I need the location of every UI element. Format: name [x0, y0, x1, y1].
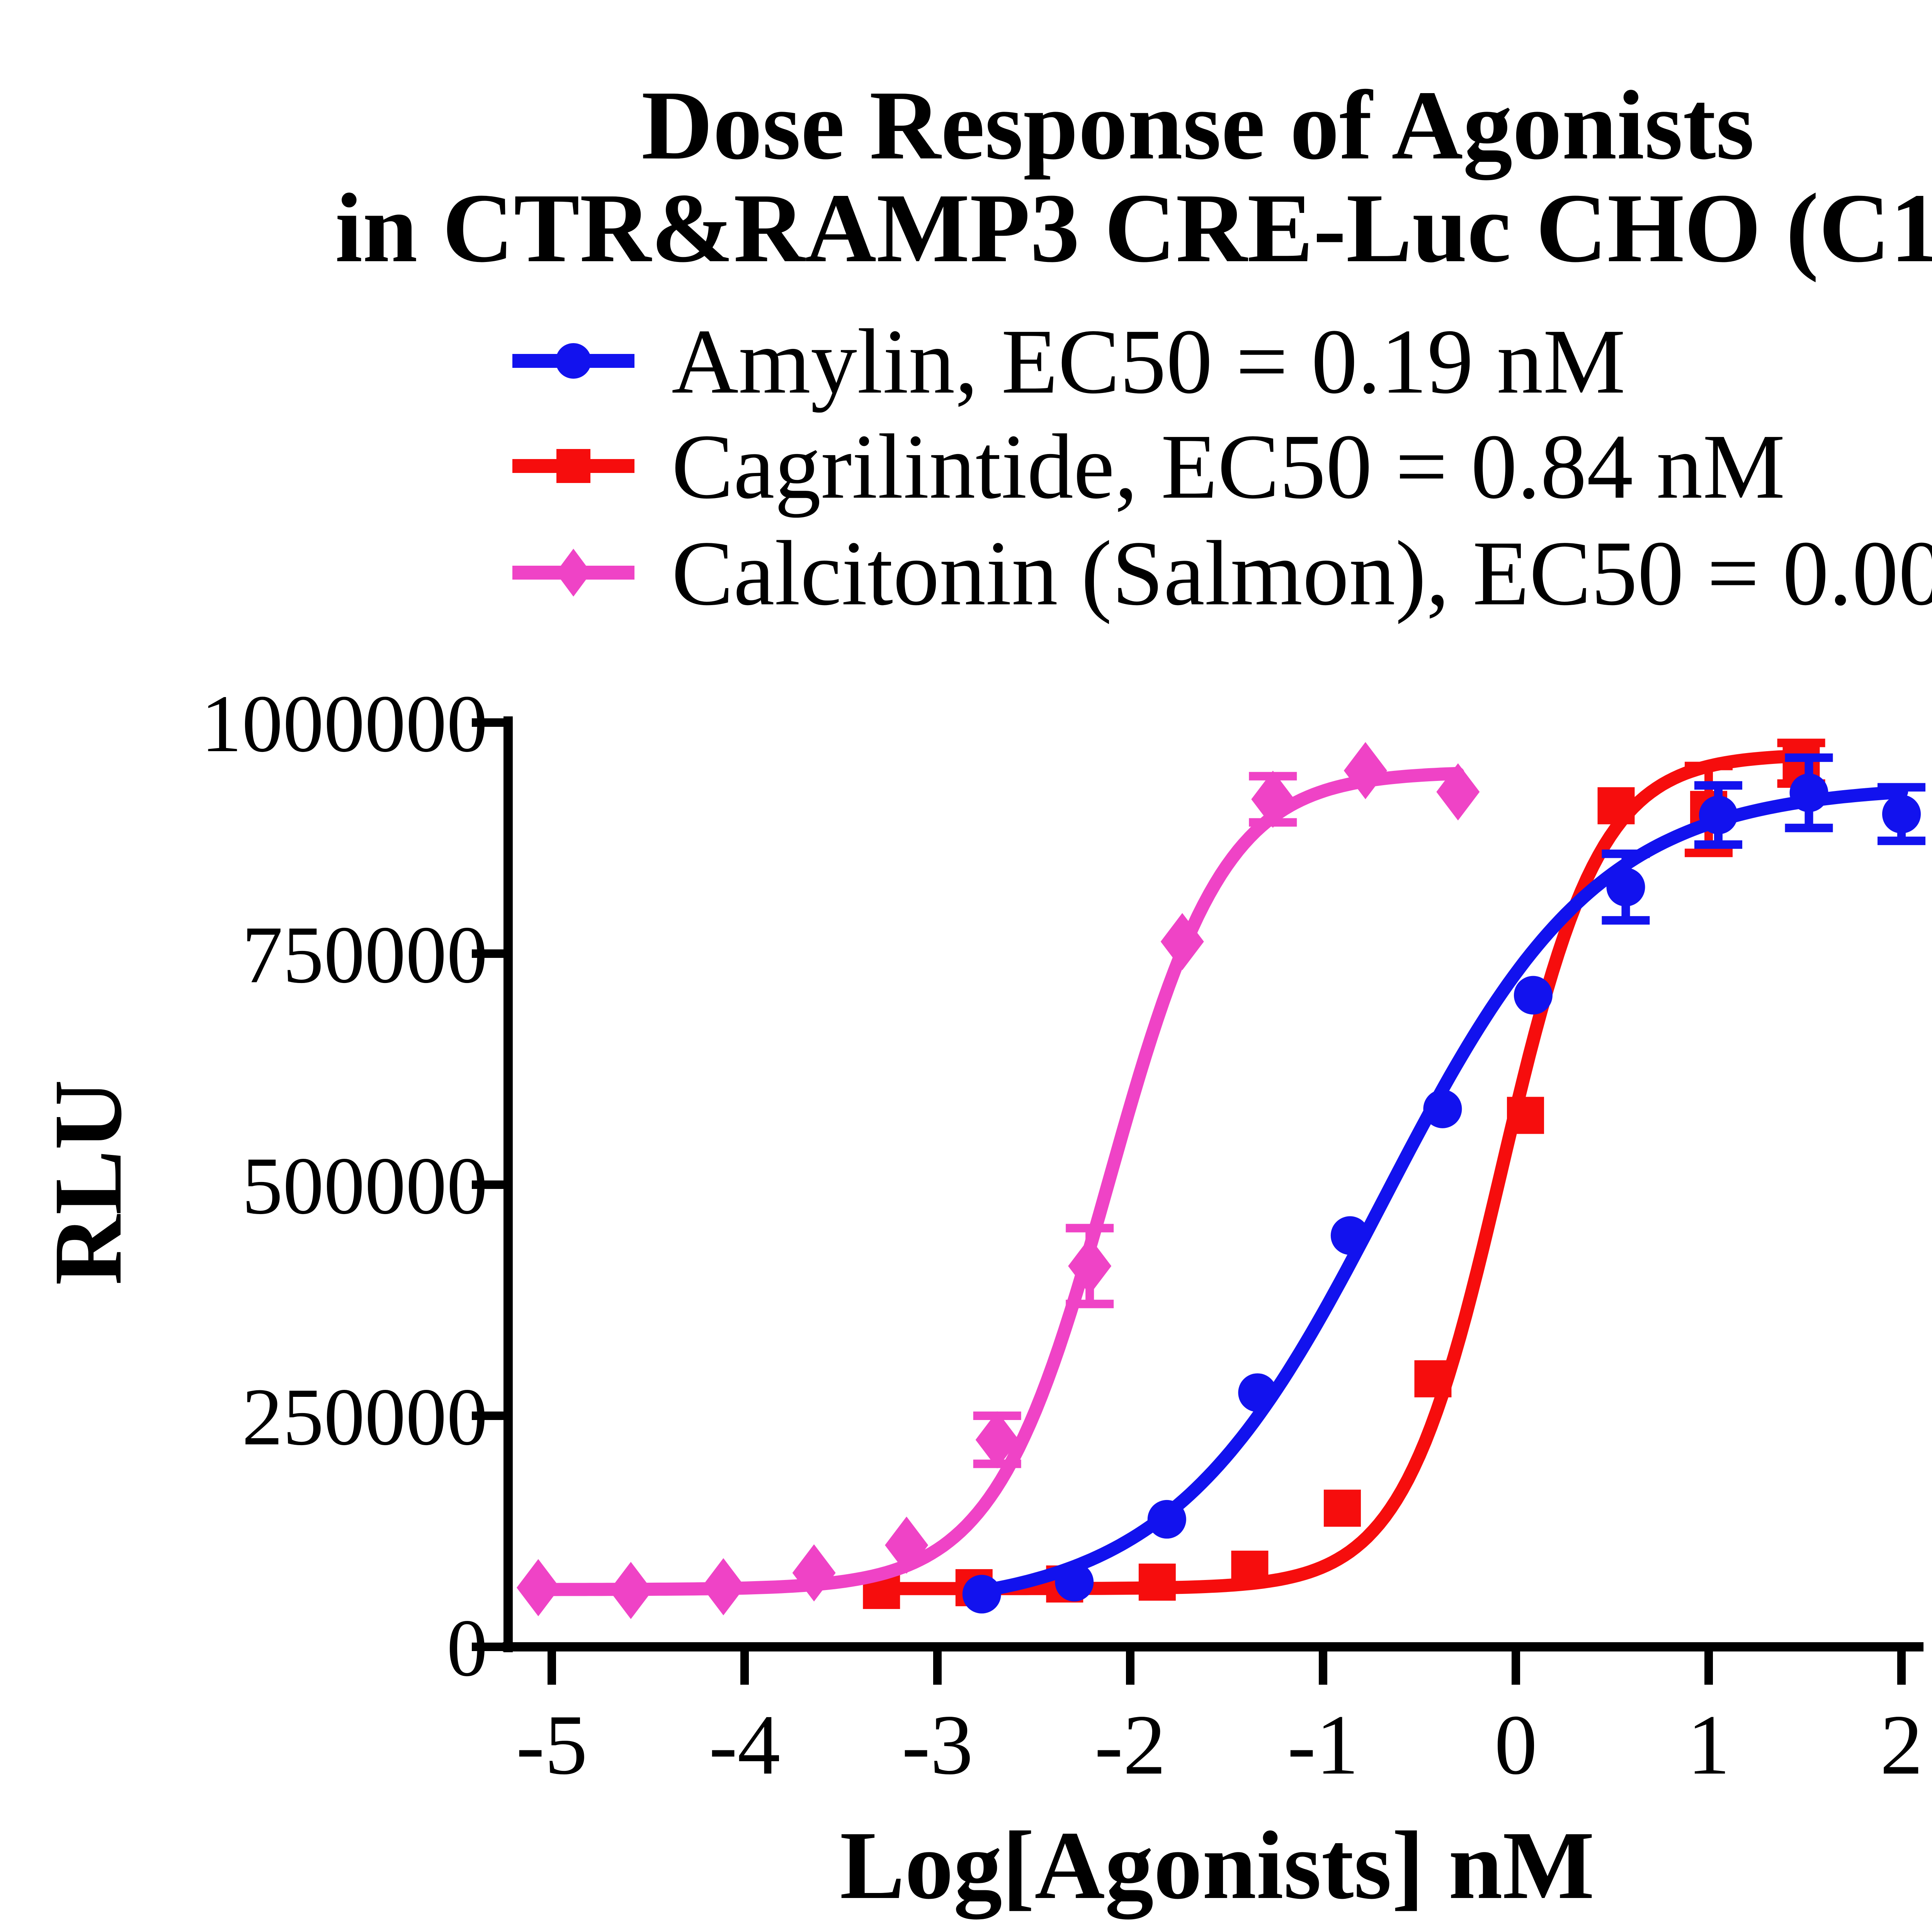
series-amylin-point [1330, 1216, 1369, 1255]
legend-marker-diamond-icon [556, 549, 591, 597]
y-tick-label: 0 [447, 1602, 488, 1693]
series-cagrilintide-point [1507, 1097, 1544, 1134]
axes: 0 250000 500000 750000 1000000 -5 -4 -3 -2 -1 0 1 2 R… [34, 678, 1923, 1920]
legend-item-cagrilintide: Cagrilintide, EC50 = 0.84 nM [512, 415, 1785, 518]
series-cagrilintide-point [1323, 1490, 1361, 1527]
y-tick-label: 500000 [242, 1140, 488, 1231]
plot-series [517, 738, 1925, 1619]
x-tick-label: 2 [1880, 1697, 1923, 1793]
chart-title-line1: Dose Response of Agonists [641, 71, 1754, 180]
series-calcitonin-point [885, 1516, 929, 1574]
series-amylin-point [1514, 976, 1553, 1015]
y-tick-label: 250000 [242, 1371, 488, 1462]
series-amylin [962, 753, 1925, 1614]
series-calcitonin-point [1344, 742, 1387, 799]
x-tick-label: -3 [902, 1697, 973, 1793]
y-tick-label: 750000 [242, 909, 488, 1000]
series-amylin-point [1055, 1563, 1094, 1602]
legend-item-amylin: Amylin, EC50 = 0.19 nM [512, 310, 1626, 413]
x-axis-title: Log[Agonists] nM [840, 1811, 1594, 1920]
series-calcitonin-point [1068, 1237, 1112, 1295]
legend-label-cagrilintide: Cagrilintide, EC50 = 0.84 nM [672, 415, 1785, 518]
y-tick-label: 1000000 [201, 678, 488, 769]
series-calcitonin [517, 742, 1480, 1619]
series-calcitonin-point [1160, 913, 1204, 970]
series-amylin-point [1606, 867, 1645, 906]
legend-marker-circle-icon [556, 343, 591, 379]
legend-label-calcitonin: Calcitonin (Salmon), EC50 = 0.0077 nM [672, 522, 1932, 624]
series-calcitonin-point [517, 1559, 560, 1616]
series-calcitonin-point [702, 1558, 745, 1616]
x-tick-label: 0 [1495, 1697, 1537, 1793]
series-cagrilintide-fit-curve [875, 749, 1808, 1595]
series-cagrilintide-point [1138, 1563, 1176, 1601]
y-axis-title: RLU [34, 1080, 142, 1285]
series-calcitonin-point [1436, 763, 1480, 821]
series-cagrilintide-point [1231, 1551, 1269, 1588]
x-tick-label: -4 [709, 1697, 781, 1793]
series-amylin-point [1238, 1373, 1277, 1412]
legend-item-calcitonin: Calcitonin (Salmon), EC50 = 0.0077 nM [512, 522, 1932, 624]
legend-label-amylin: Amylin, EC50 = 0.19 nM [672, 310, 1626, 413]
series-amylin-point [1699, 796, 1738, 835]
x-tick-label: -1 [1287, 1697, 1359, 1793]
series-amylin-point [1789, 773, 1828, 812]
series-calcitonin-point [609, 1562, 653, 1619]
series-cagrilintide-point [1597, 787, 1635, 825]
series-amylin-point [962, 1575, 1001, 1614]
series-amylin-point [1882, 794, 1921, 833]
series-cagrilintide-point [1414, 1360, 1452, 1398]
series-calcitonin-point [1251, 770, 1295, 828]
chart-title-line2: in CTR&RAMP3 CRE-Luc CHO (C111) [335, 173, 1932, 283]
legend-marker-square-icon [556, 449, 590, 483]
series-calcitonin-point [975, 1411, 1019, 1469]
series-amylin-fit-curve [975, 785, 1908, 1598]
series-calcitonin-point [792, 1544, 836, 1602]
series-amylin-point [1147, 1500, 1186, 1539]
x-tick-label: -5 [516, 1697, 588, 1793]
series-amylin-point [1423, 1089, 1462, 1128]
series-calcitonin-fit-curve [532, 767, 1465, 1596]
x-tick-label: -2 [1095, 1697, 1166, 1793]
x-tick-label: 1 [1687, 1697, 1730, 1793]
